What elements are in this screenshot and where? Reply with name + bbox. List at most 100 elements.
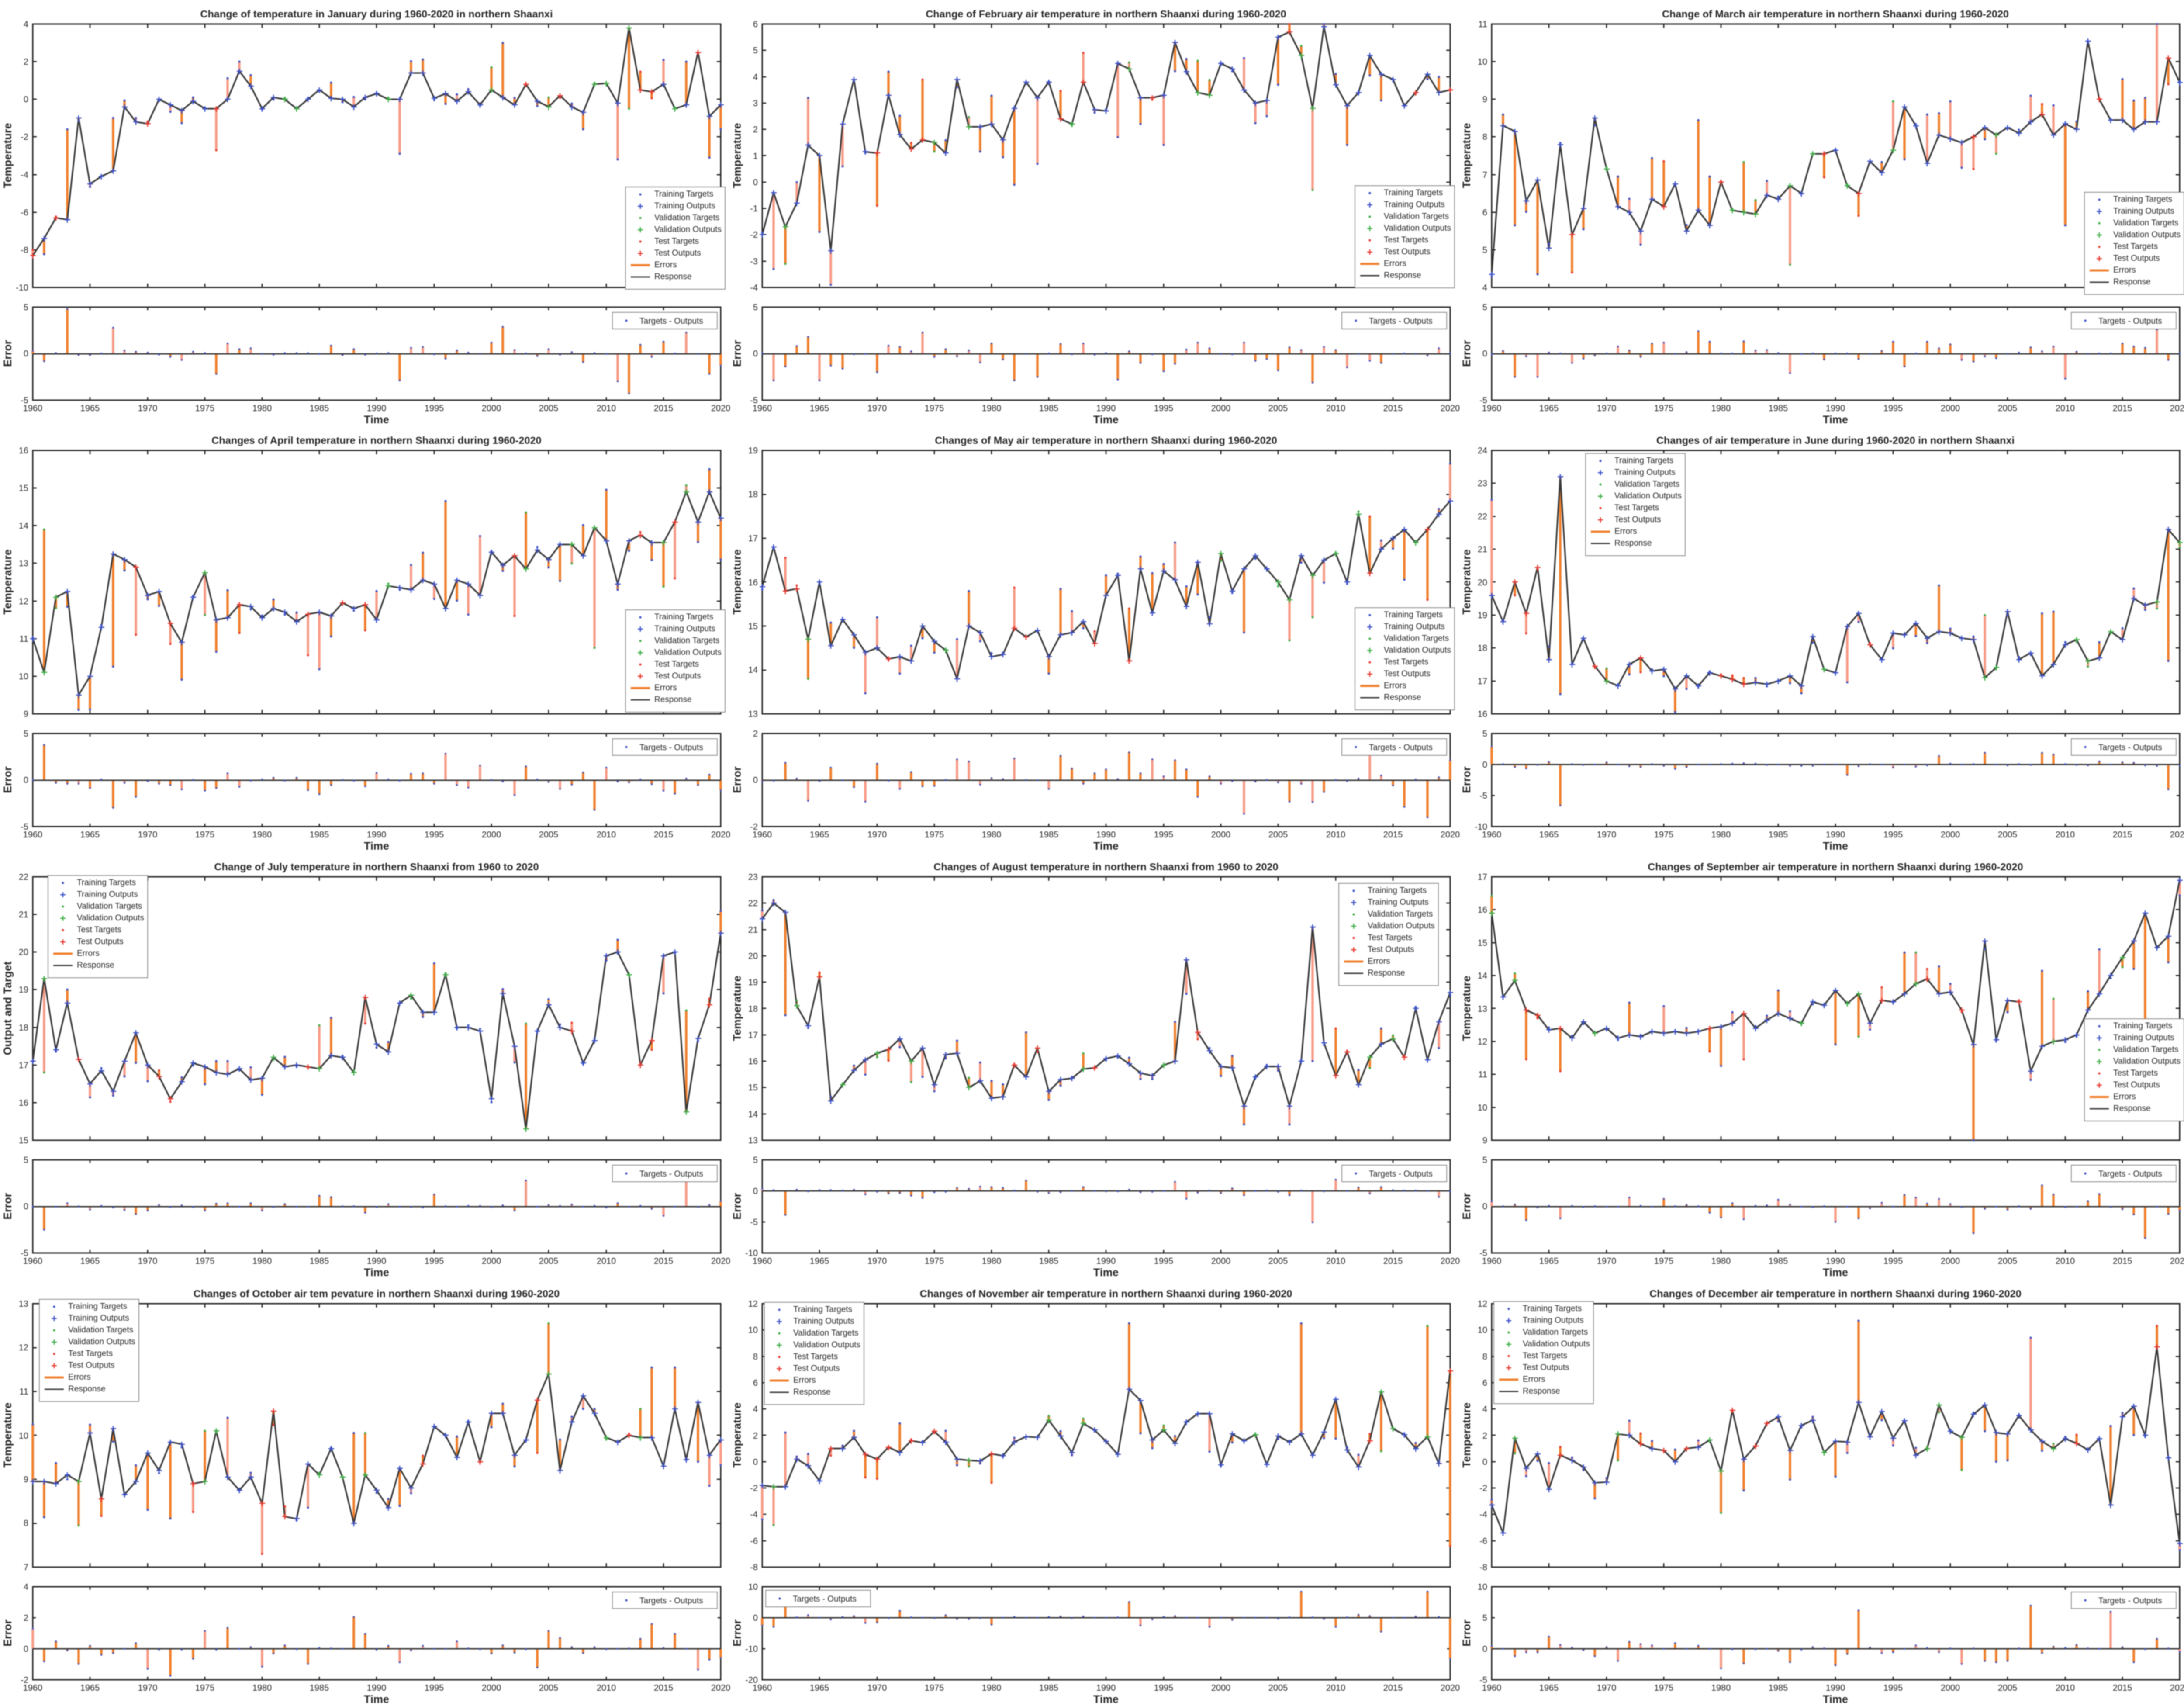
svg-text:2: 2 [24,1613,28,1623]
svg-text:-2: -2 [750,1484,758,1493]
svg-text:1970: 1970 [138,830,158,840]
svg-text:10: 10 [19,672,28,682]
svg-text:2015: 2015 [2113,830,2132,840]
svg-text:Response: Response [1384,693,1421,702]
svg-text:Targets - Outputs: Targets - Outputs [793,1595,857,1604]
svg-text:2005: 2005 [1268,404,1288,413]
svg-text:Temperature: Temperature [1461,123,1473,188]
svg-text:1995: 1995 [1154,1256,1174,1266]
svg-text:Training Targets: Training Targets [1384,610,1443,619]
svg-text:Errors: Errors [1523,1375,1545,1384]
svg-text:12: 12 [1478,1037,1487,1047]
svg-text:Training Targets: Training Targets [793,1305,852,1314]
svg-text:1965: 1965 [810,830,829,840]
svg-text:12: 12 [748,1299,758,1309]
svg-text:Temperature: Temperature [731,549,743,615]
svg-text:2000: 2000 [1941,1683,1960,1693]
svg-text:Temperature: Temperature [731,1402,743,1468]
svg-text:2020: 2020 [1441,404,1460,413]
svg-text:1960: 1960 [1482,1256,1502,1266]
svg-text:Errors: Errors [1384,259,1406,268]
svg-text:8: 8 [1482,1352,1487,1362]
svg-text:Targets - Outputs: Targets - Outputs [2098,317,2162,326]
svg-text:6: 6 [753,1378,758,1388]
svg-text:1995: 1995 [1154,1683,1174,1693]
svg-text:-4: -4 [21,170,28,180]
svg-text:2000: 2000 [482,1256,501,1266]
svg-text:Time: Time [1823,1267,1848,1279]
svg-text:Changes of May air temperature: Changes of May air temperature in northe… [935,435,1277,446]
svg-text:13: 13 [1478,1004,1487,1014]
svg-text:24: 24 [1478,446,1487,456]
svg-text:Test Targets: Test Targets [2113,1069,2158,1078]
svg-text:21: 21 [1478,545,1487,554]
svg-text:22: 22 [1478,512,1487,522]
svg-text:2000: 2000 [1211,830,1231,840]
svg-text:2020: 2020 [711,1683,731,1693]
svg-text:Change of July temperature in: Change of July temperature in northern S… [214,861,539,872]
svg-text:5: 5 [753,1156,758,1165]
svg-text:2005: 2005 [1998,1683,2018,1693]
svg-text:Temperature: Temperature [2,1402,14,1468]
svg-text:2020: 2020 [1441,1256,1460,1266]
svg-text:16: 16 [19,1098,28,1108]
svg-text:1975: 1975 [195,1256,215,1266]
svg-text:Test Outputs: Test Outputs [654,671,701,681]
svg-text:-5: -5 [21,1249,28,1258]
svg-text:Response: Response [1384,271,1421,280]
svg-text:Response: Response [1614,539,1652,548]
svg-text:13: 13 [19,1299,28,1309]
svg-text:Training Targets: Training Targets [1384,188,1443,197]
svg-text:2020: 2020 [711,1256,731,1266]
svg-text:Time: Time [1093,840,1119,852]
svg-text:Errors: Errors [2113,1092,2136,1101]
svg-text:Validation Targets: Validation Targets [68,1325,133,1335]
svg-text:Time: Time [1823,840,1848,852]
svg-text:5: 5 [753,303,758,312]
svg-text:Validation Outputs: Validation Outputs [1368,921,1435,931]
svg-text:1980: 1980 [1711,1683,1731,1693]
svg-text:1985: 1985 [310,404,329,413]
svg-text:Response: Response [68,1384,106,1394]
svg-text:Test Targets: Test Targets [654,237,699,246]
svg-text:Test Targets: Test Targets [793,1352,838,1361]
svg-text:Test Outputs: Test Outputs [2113,1080,2160,1090]
svg-text:-5: -5 [1479,791,1487,801]
svg-text:-2: -2 [750,230,758,240]
svg-text:Response: Response [793,1388,831,1397]
svg-text:1985: 1985 [1769,1256,1788,1266]
svg-text:10: 10 [1478,1325,1487,1335]
svg-text:1960: 1960 [753,404,772,413]
svg-text:16: 16 [1478,709,1487,719]
svg-text:1965: 1965 [810,1683,829,1693]
svg-text:1975: 1975 [1654,1683,1674,1693]
svg-text:12: 12 [19,1343,28,1353]
svg-text:2: 2 [753,729,758,739]
svg-text:Error: Error [2,340,14,367]
svg-text:Validation Outputs: Validation Outputs [654,648,722,657]
svg-text:Changes of April temperature i: Changes of April temperature in northern… [211,435,541,446]
svg-text:Error: Error [2,1619,14,1646]
svg-text:5: 5 [24,1156,28,1165]
svg-text:22: 22 [748,899,758,908]
svg-text:-5: -5 [1479,1249,1487,1258]
svg-text:1985: 1985 [310,1683,329,1693]
svg-text:11: 11 [1478,1070,1487,1080]
svg-text:2005: 2005 [1268,1256,1288,1266]
svg-text:2010: 2010 [1326,830,1346,840]
svg-text:Changes of October air tem pev: Changes of October air tem pevature in n… [194,1288,560,1299]
svg-text:2015: 2015 [2113,1256,2132,1266]
svg-text:Test Targets: Test Targets [1384,235,1428,245]
svg-text:Validation Targets: Validation Targets [1614,480,1679,489]
svg-text:Change of February air tempera: Change of February air temperature in no… [926,8,1286,20]
svg-text:Errors: Errors [2113,266,2136,275]
svg-text:10: 10 [1478,1582,1487,1592]
svg-text:2020: 2020 [1441,830,1460,840]
svg-text:Error: Error [2,1193,14,1219]
svg-text:1975: 1975 [925,404,944,413]
svg-text:Test Outputs: Test Outputs [1368,945,1414,954]
svg-text:Error: Error [1461,1619,1473,1646]
svg-text:5: 5 [24,303,28,312]
svg-text:2: 2 [753,1431,758,1441]
svg-text:23: 23 [748,872,758,882]
